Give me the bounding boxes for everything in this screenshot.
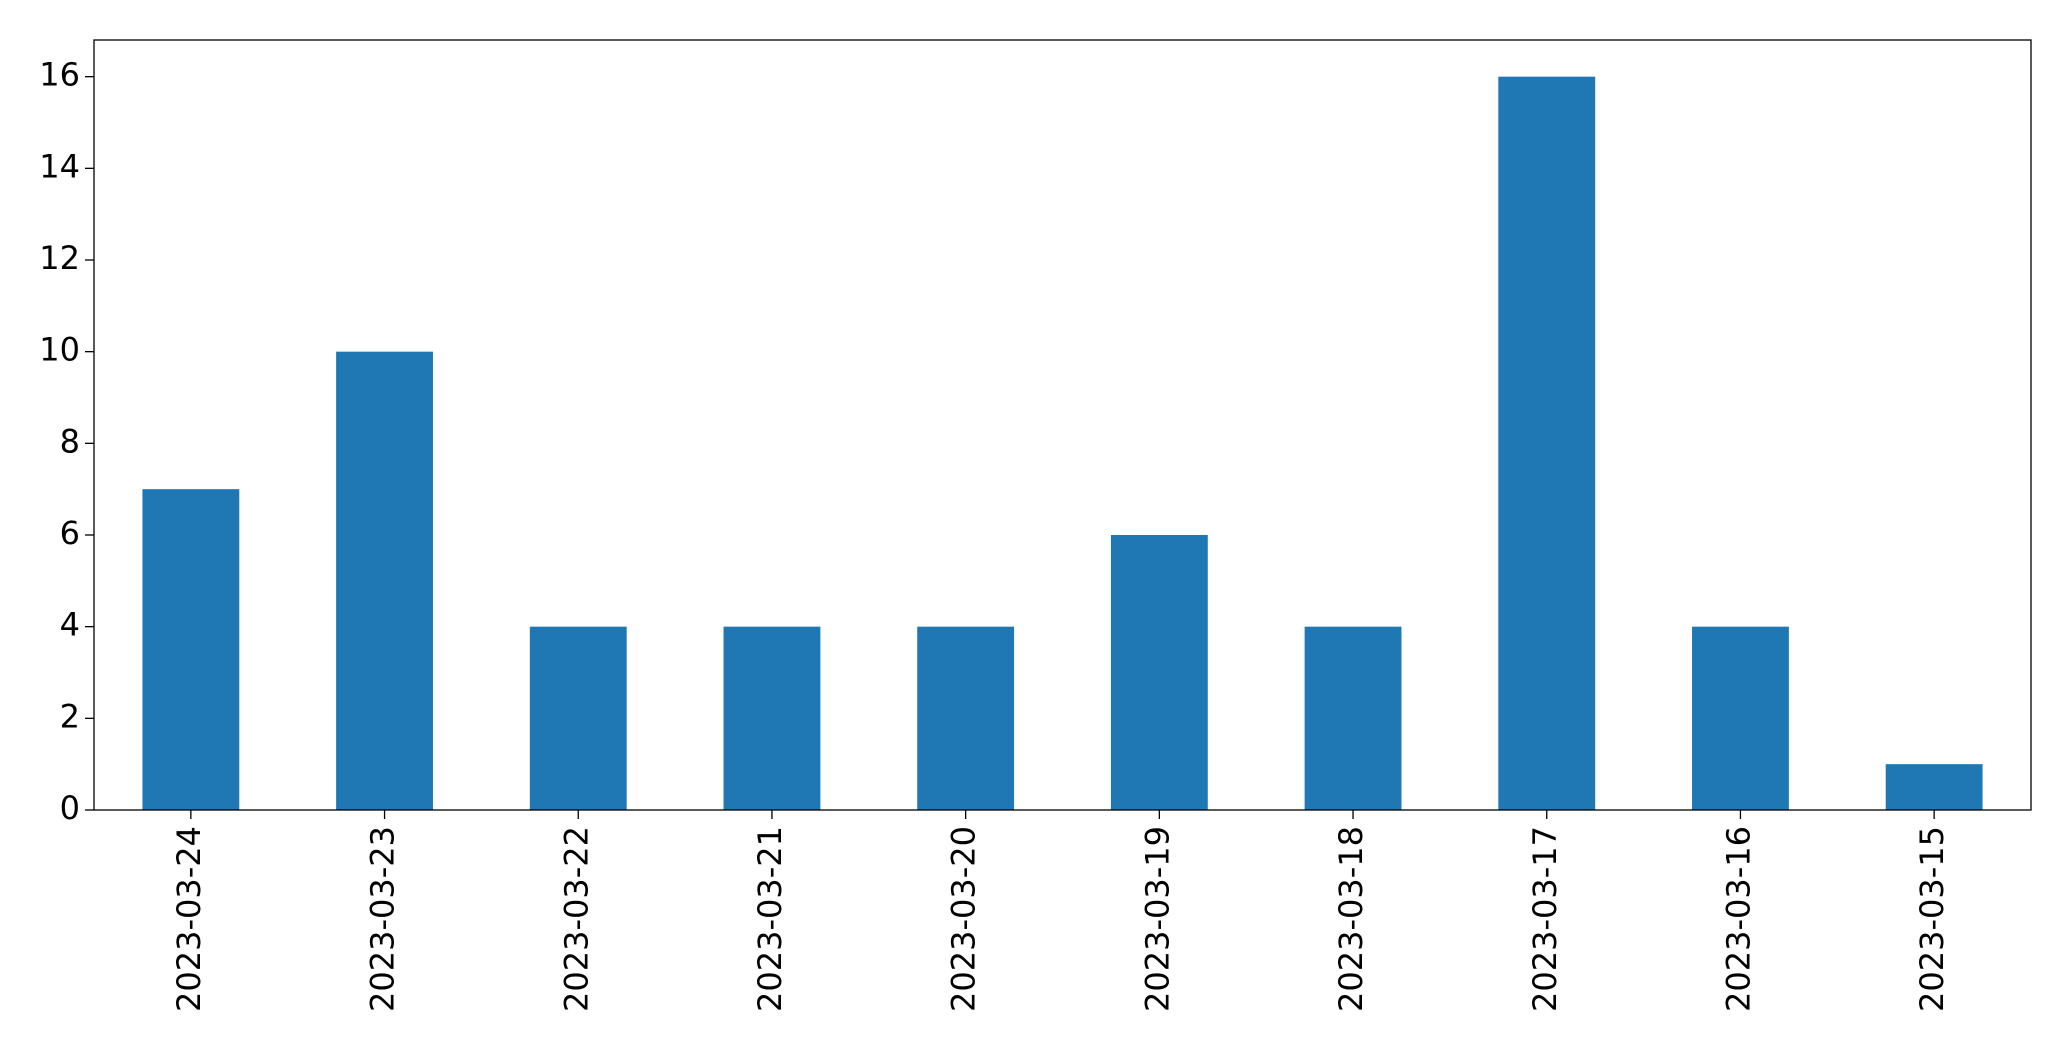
bar — [529, 626, 627, 810]
x-tick-label: 2023-03-21 — [751, 826, 789, 1012]
x-tick-label: 2023-03-24 — [170, 826, 208, 1012]
bar — [1498, 76, 1596, 810]
x-tick-label: 2023-03-16 — [1719, 826, 1757, 1012]
x-tick-label: 2023-03-18 — [1332, 826, 1370, 1012]
x-tick-label: 2023-03-20 — [945, 826, 983, 1012]
plot-frame — [93, 39, 2032, 811]
x-tick-label: 2023-03-22 — [557, 826, 595, 1012]
x-tick-label: 2023-03-23 — [364, 826, 402, 1012]
y-tick-label: 12 — [39, 239, 80, 277]
y-tick-label: 8 — [60, 422, 80, 460]
y-tick-label: 4 — [60, 606, 80, 644]
y-tick-label: 6 — [60, 514, 80, 552]
y-tick-label: 2 — [60, 697, 80, 735]
bar — [917, 626, 1015, 810]
x-tick-label: 2023-03-19 — [1138, 826, 1176, 1012]
x-tick-label: 2023-03-17 — [1526, 826, 1564, 1012]
x-tick-label: 2023-03-15 — [1913, 826, 1951, 1012]
y-tick-label: 0 — [60, 789, 80, 827]
bar — [336, 351, 433, 810]
y-tick-label: 14 — [39, 147, 80, 185]
bar — [142, 489, 240, 810]
y-tick-label: 10 — [39, 331, 80, 369]
bar — [723, 626, 821, 810]
y-tick-label: 16 — [39, 56, 80, 94]
bar — [1885, 764, 1983, 810]
bar — [1304, 626, 1402, 810]
bar — [1692, 626, 1789, 810]
bar — [1110, 535, 1208, 810]
